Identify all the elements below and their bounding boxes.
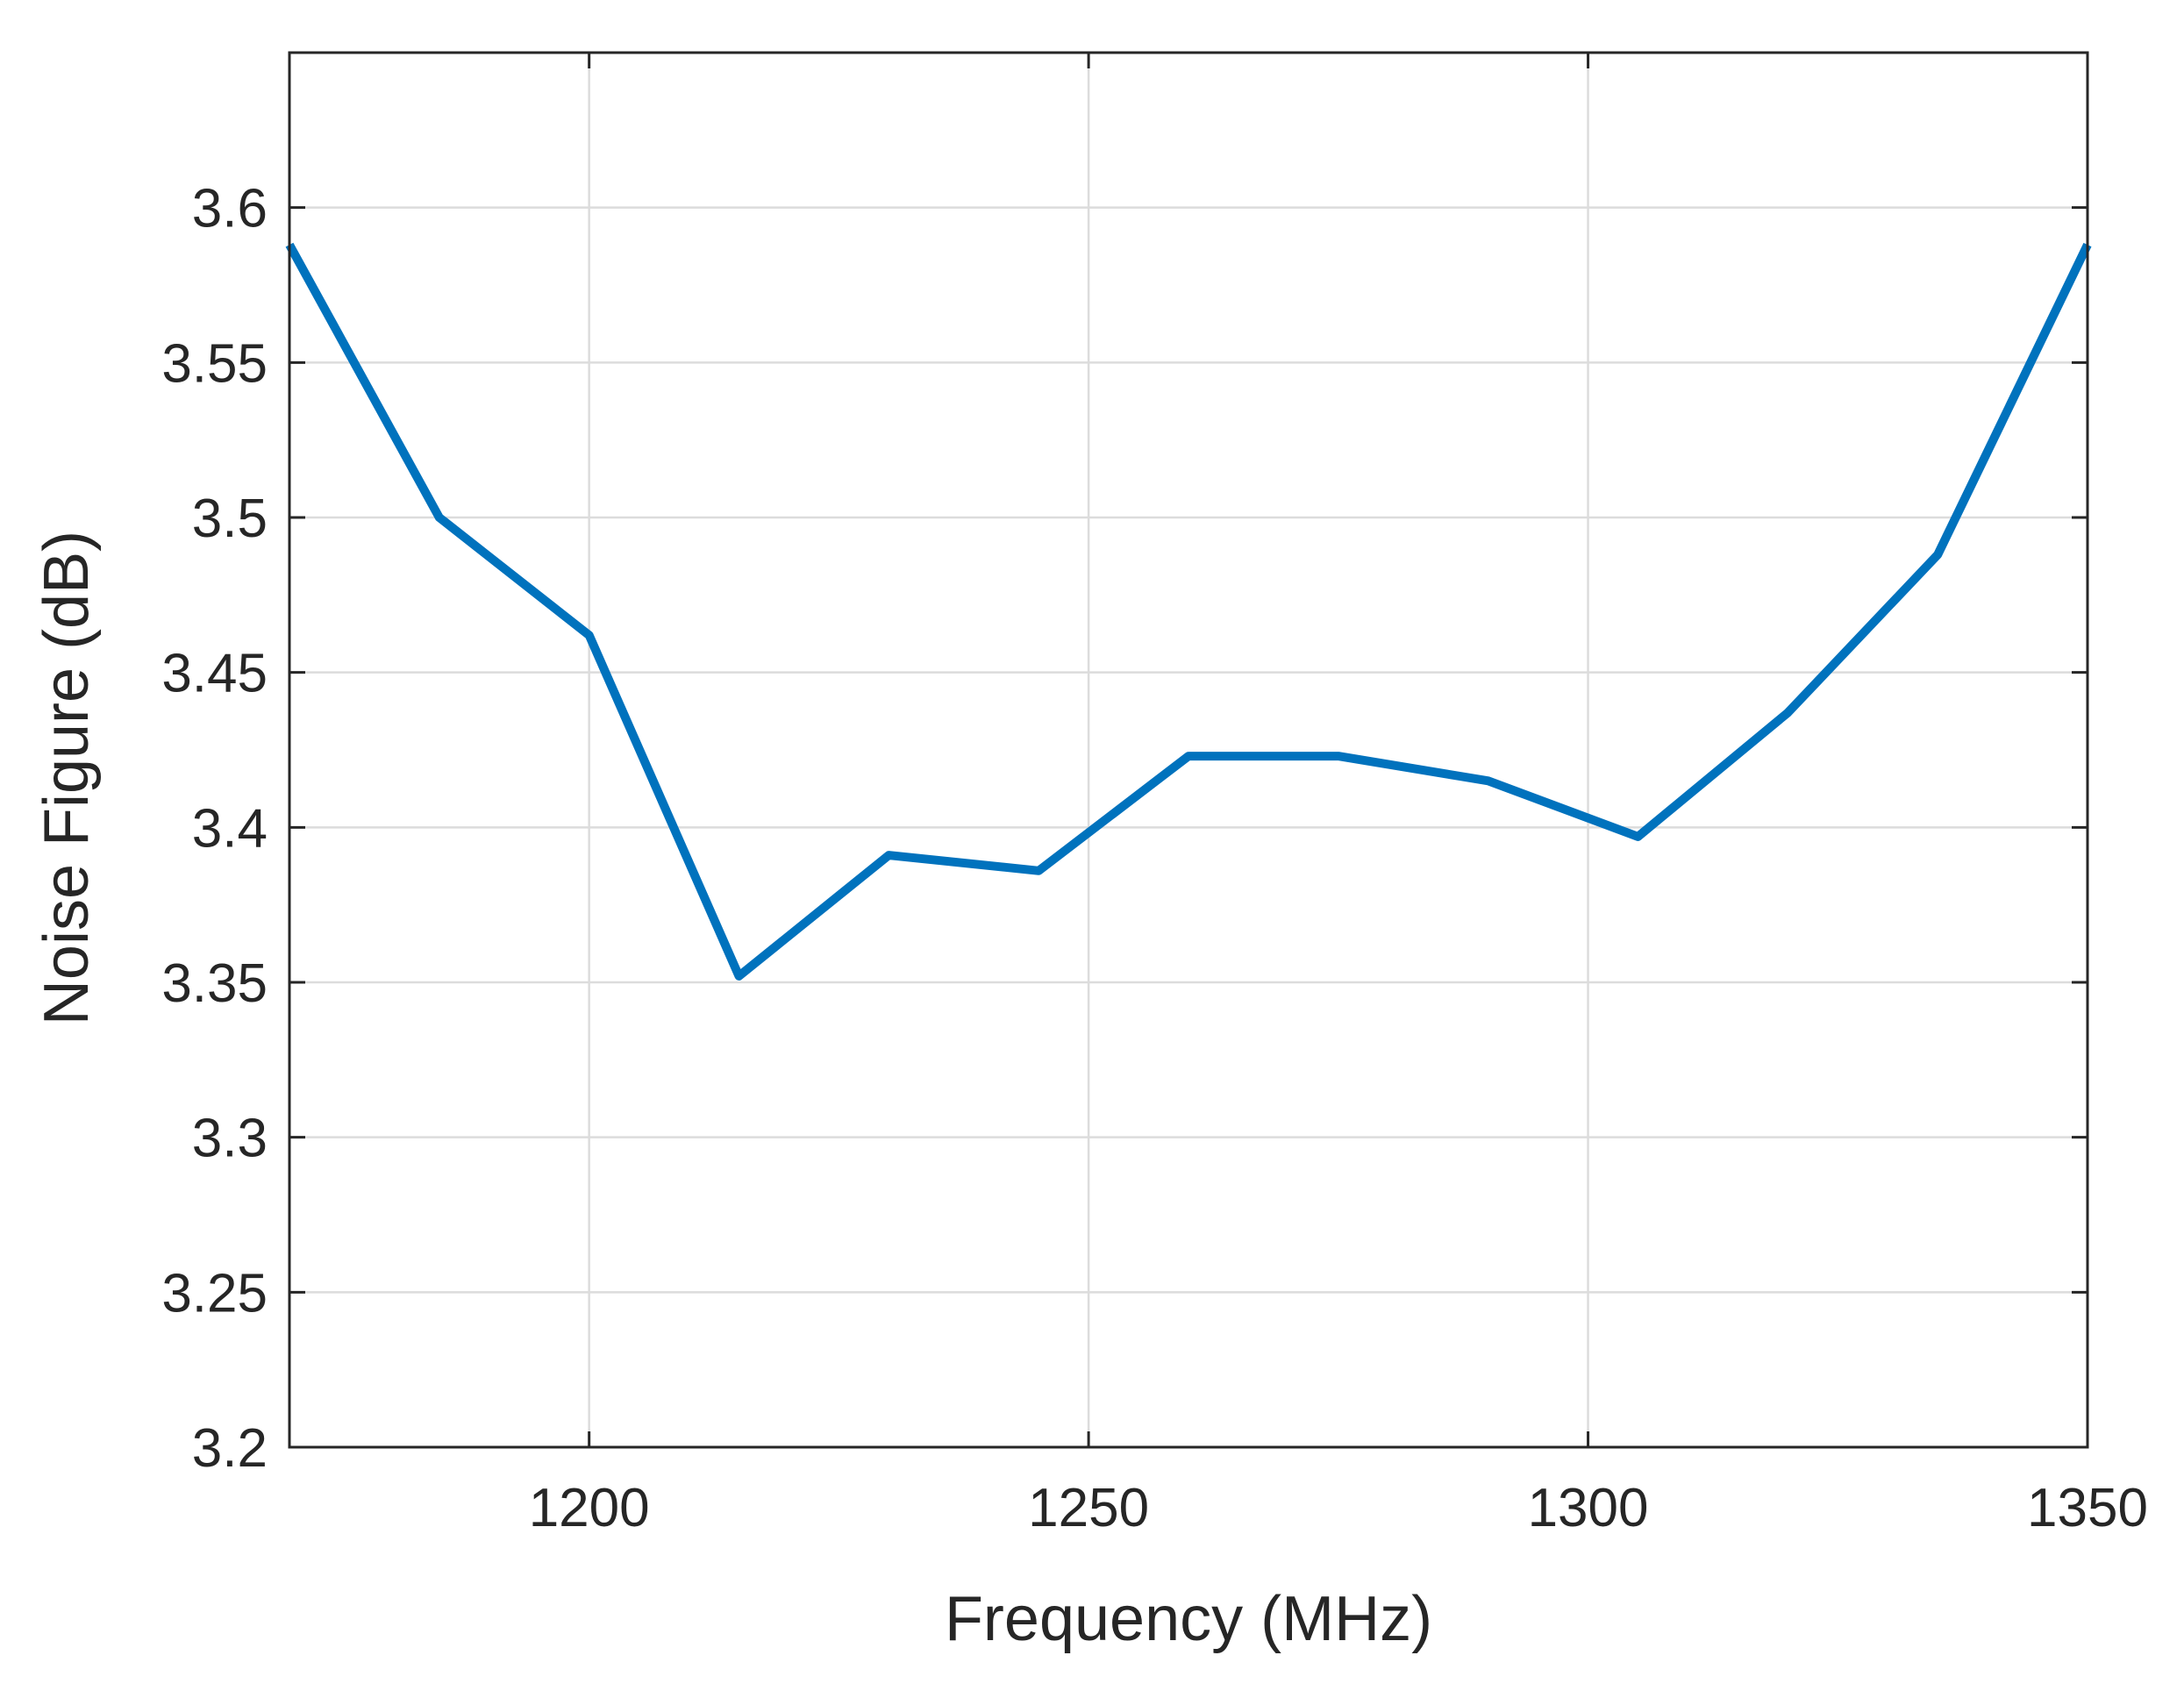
y-axis-label: Noise Figure (dB) — [32, 531, 102, 1025]
x-axis-label: Frequency (MHz) — [945, 1584, 1432, 1654]
y-tick-label: 3.55 — [161, 333, 268, 394]
tick-labels: 1200 1250 1300 1350 3.2 3.25 3.3 3.35 3.4 3.45 3.5… — [161, 179, 2148, 1538]
grid-lines — [289, 53, 2088, 1447]
plot-frame — [288, 51, 2089, 1449]
x-tick-label: 1250 — [1028, 1478, 1149, 1538]
y-tick-label: 3.2 — [192, 1418, 268, 1479]
series-line — [285, 242, 2092, 981]
y-tick-label: 3.5 — [192, 489, 268, 549]
y-tick-label: 3.4 — [192, 798, 268, 859]
y-tick-label: 3.45 — [161, 644, 268, 704]
x-tick-label: 1300 — [1528, 1478, 1649, 1538]
axes — [288, 51, 2089, 1449]
x-tick-label: 1200 — [529, 1478, 650, 1538]
x-tick-label: 1350 — [2027, 1478, 2148, 1538]
y-tick-label: 3.6 — [192, 179, 268, 239]
y-tick-label: 3.35 — [161, 953, 268, 1014]
series-layer — [285, 242, 2092, 981]
y-tick-label: 3.25 — [161, 1263, 268, 1324]
y-tick-label: 3.3 — [192, 1109, 268, 1169]
